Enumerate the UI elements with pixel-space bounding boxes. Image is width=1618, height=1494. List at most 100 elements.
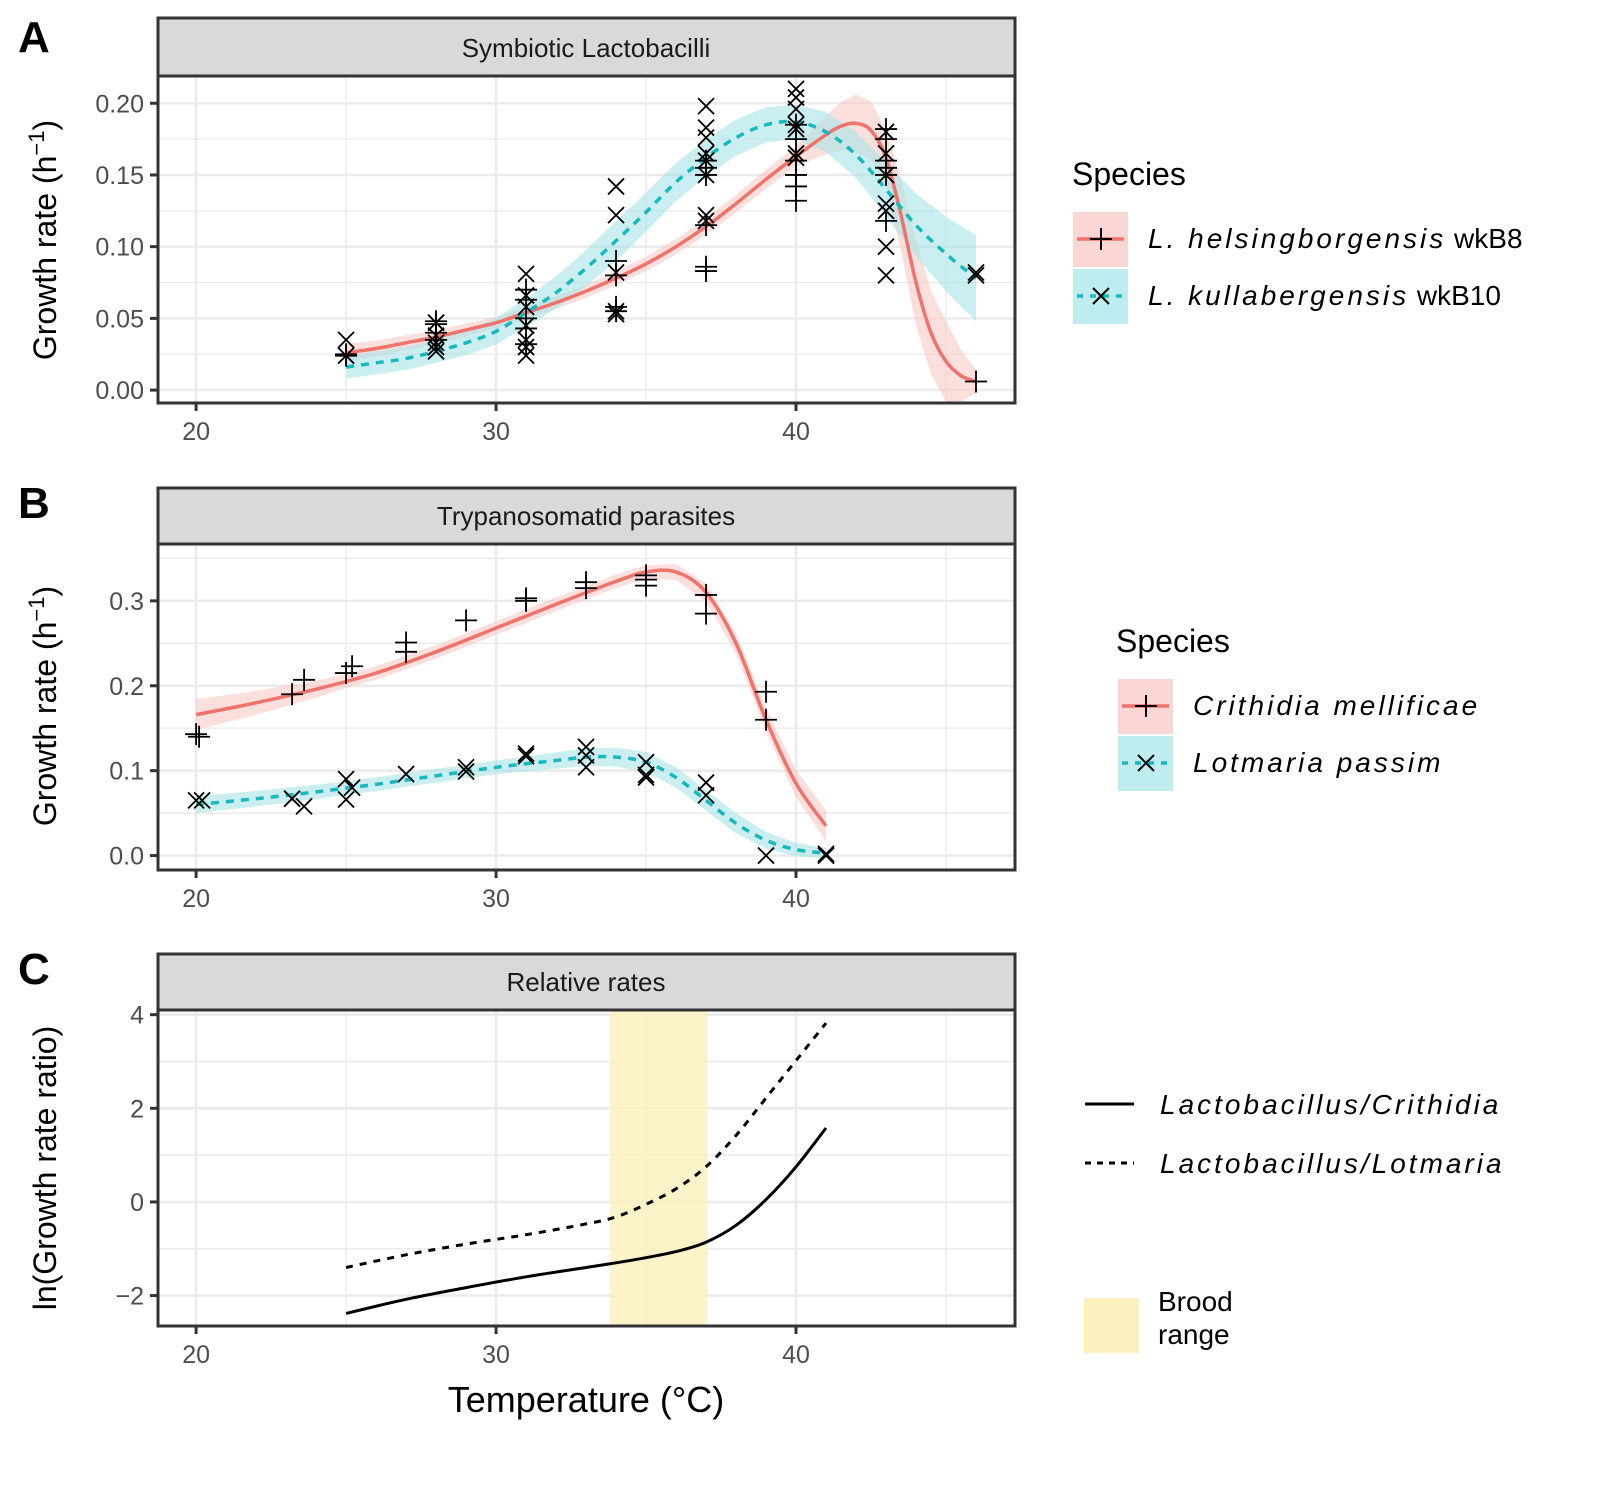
fit-line-1 [345,119,978,369]
data-point-plus [755,708,778,731]
data-point-plus [695,583,718,606]
data-point-cross [517,265,535,283]
confidence-ribbon-1 [346,104,977,379]
data-point-cross [817,845,835,863]
legend-b-label-1: Lotmaria passim [1193,747,1443,778]
grid-b [158,544,1015,870]
data-point-plus [605,264,628,287]
x-tick-label: 40 [782,418,810,446]
data-point-cross [877,166,895,184]
data-point-cross [787,100,805,118]
data-point-cross [457,762,475,781]
legend-c-brood: Brood range [1084,1286,1233,1353]
data-point-cross [607,305,625,323]
data-point-plus [635,574,658,597]
legend-a-entry-1: L. kullabergensis wkB10 [1073,269,1501,324]
data-point-cross [517,298,535,316]
data-point-cross [517,747,535,765]
legend-a-label-1: L. kullabergensis wkB10 [1148,280,1501,311]
data-point-cross [787,80,805,98]
y-tick-label: −2 [115,1283,144,1311]
data-point-plus [188,725,211,748]
data-point-cross [637,768,655,787]
x-tick-label: 20 [182,1341,210,1369]
data-point-cross [697,166,715,184]
legend-b-entry-1: Lotmaria passim [1118,736,1443,791]
ratio-line-0 [345,1127,828,1315]
data-point-plus [425,310,448,333]
grid-c [158,1010,1015,1326]
data-point-cross [517,347,535,365]
x-tick-label: 40 [782,885,810,913]
y-axis-label-b-close: ) [27,586,63,597]
marks-c [345,1010,828,1326]
x-tick-label: 40 [782,1341,810,1369]
data-point-plus [455,609,478,632]
y-axis-label-b-main: Growth rate (h [27,622,63,827]
panel-title-b: Trypanosomatid parasites [437,501,735,531]
data-point-cross [697,151,715,170]
y-tick-label: 0.1 [109,758,144,786]
fit-line-1 [195,754,827,855]
data-point-cross [283,790,301,808]
legend-a-title: Species [1072,156,1186,192]
data-point-plus [695,260,718,283]
strip-c [156,952,1017,1012]
data-point-plus [335,343,358,366]
legend-c-label-0: Lactobacillus/Crithidia [1160,1089,1501,1120]
data-point-plus [875,209,898,232]
data-point-cross [637,766,655,784]
data-point-cross [457,758,475,776]
fit-line-0 [345,121,977,384]
data-point-cross [697,129,715,147]
data-point-cross [193,791,211,810]
legend-c-entry-1: Lactobacillus/Lotmaria [1085,1148,1502,1179]
legend-b-label-0: Crithidia mellificae [1193,690,1480,721]
data-point-cross [697,786,715,804]
panel-c: C Relative rates 20 30 40 −2 0 2 4 ln(Growth r… [18,945,1017,1420]
marks-b [185,564,835,865]
data-point-cross [877,144,895,163]
x-tick-label: 20 [182,418,210,446]
confidence-ribbon-0 [196,564,827,842]
data-point-cross [787,120,805,138]
data-point-cross [697,144,715,163]
marks-a [335,80,988,402]
data-point-cross [187,791,205,810]
x-tick-label: 30 [482,418,510,446]
data-point-cross [637,753,655,771]
y-axis-label-a-main: Growth rate (h [27,156,63,361]
data-point-cross [427,338,445,356]
legend-c-entry-0: Lactobacillus/Crithidia [1085,1089,1501,1120]
data-point-cross [697,206,715,224]
data-point-cross [607,177,625,196]
data-point-cross [577,758,595,776]
data-point-plus [293,668,316,691]
panel-title-c: Relative rates [507,967,666,997]
y-tick-label: 4 [130,1002,144,1030]
data-point-plus [785,128,808,151]
data-point-cross [517,331,535,349]
data-point-cross [517,745,535,763]
y-tick-label: 0.2 [109,673,144,701]
data-point-cross [787,144,805,163]
data-point-plus [695,214,718,237]
y-tick-label: 2 [130,1095,144,1123]
legend-a-label-0: L. helsingborgensis wkB8 [1148,223,1523,254]
data-point-cross [517,338,535,356]
y-axis-label-b: Growth rate (h−1) [24,586,63,826]
data-point-cross [577,738,595,756]
plot-frame-a [156,74,1017,405]
data-point-cross [343,779,361,797]
cross-marker-icon [1137,754,1155,772]
data-point-cross [877,238,895,256]
data-point-cross [787,149,805,167]
cross-marker-icon [1092,287,1110,305]
y-axis-label-a-close: ) [27,120,63,131]
data-point-cross [607,302,625,320]
legend-c: Lactobacillus/Crithidia Lactobacillus/Lo… [1084,1089,1502,1353]
legend-a-entry-0: L. helsingborgensis wkB8 [1073,212,1523,267]
data-point-cross [517,316,535,335]
y-axis-label-a-exp: −1 [24,131,49,156]
